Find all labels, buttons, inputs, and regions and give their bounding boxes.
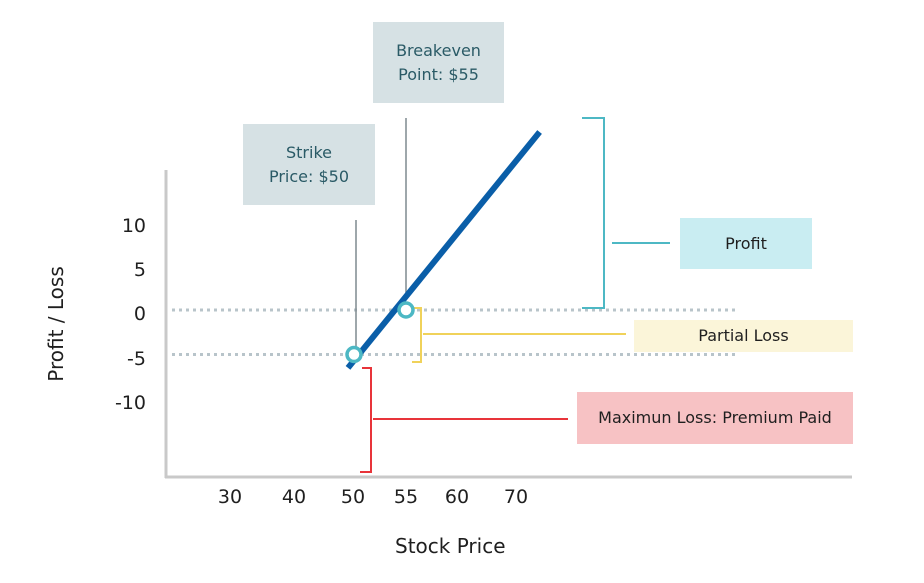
- x-tick-label: 60: [444, 486, 470, 508]
- partial-loss-label-box: Partial Loss: [634, 320, 853, 352]
- x-tick-label: 55: [393, 486, 419, 508]
- strike-price-label-box: Strike Price: $50: [243, 124, 375, 205]
- x-tick-label: 70: [503, 486, 529, 508]
- partial-loss-label: Partial Loss: [698, 326, 789, 345]
- x-tick-label: 50: [340, 486, 366, 508]
- data-point: [397, 301, 415, 319]
- y-tick-label: -10: [114, 392, 146, 414]
- max-loss-label-box: Maximun Loss: Premium Paid: [577, 392, 853, 444]
- max-loss-label: Maximun Loss: Premium Paid: [598, 408, 832, 427]
- partial-loss-bracket: [412, 307, 422, 363]
- y-tick-label: 10: [121, 215, 146, 237]
- y-tick-label: 5: [133, 259, 146, 281]
- profit-label-box: Profit: [680, 218, 812, 269]
- max-loss-bracket: [360, 367, 372, 473]
- payoff-line: [345, 130, 542, 370]
- profit-bracket: [582, 117, 605, 309]
- x-tick-label: 30: [217, 486, 243, 508]
- y-axis-title: Profit / Loss: [44, 266, 68, 382]
- breakeven-label-box: Breakeven Point: $55: [373, 22, 504, 103]
- breakeven-label: Breakeven Point: $55: [396, 40, 481, 84]
- x-tick-label: 40: [281, 486, 307, 508]
- profit-label: Profit: [725, 233, 767, 253]
- y-tick-label: 0: [133, 303, 146, 325]
- y-tick-label: -5: [127, 348, 146, 370]
- x-axis-title: Stock Price: [395, 534, 506, 558]
- data-point: [345, 345, 363, 364]
- strike-price-label: Strike Price: $50: [268, 142, 350, 186]
